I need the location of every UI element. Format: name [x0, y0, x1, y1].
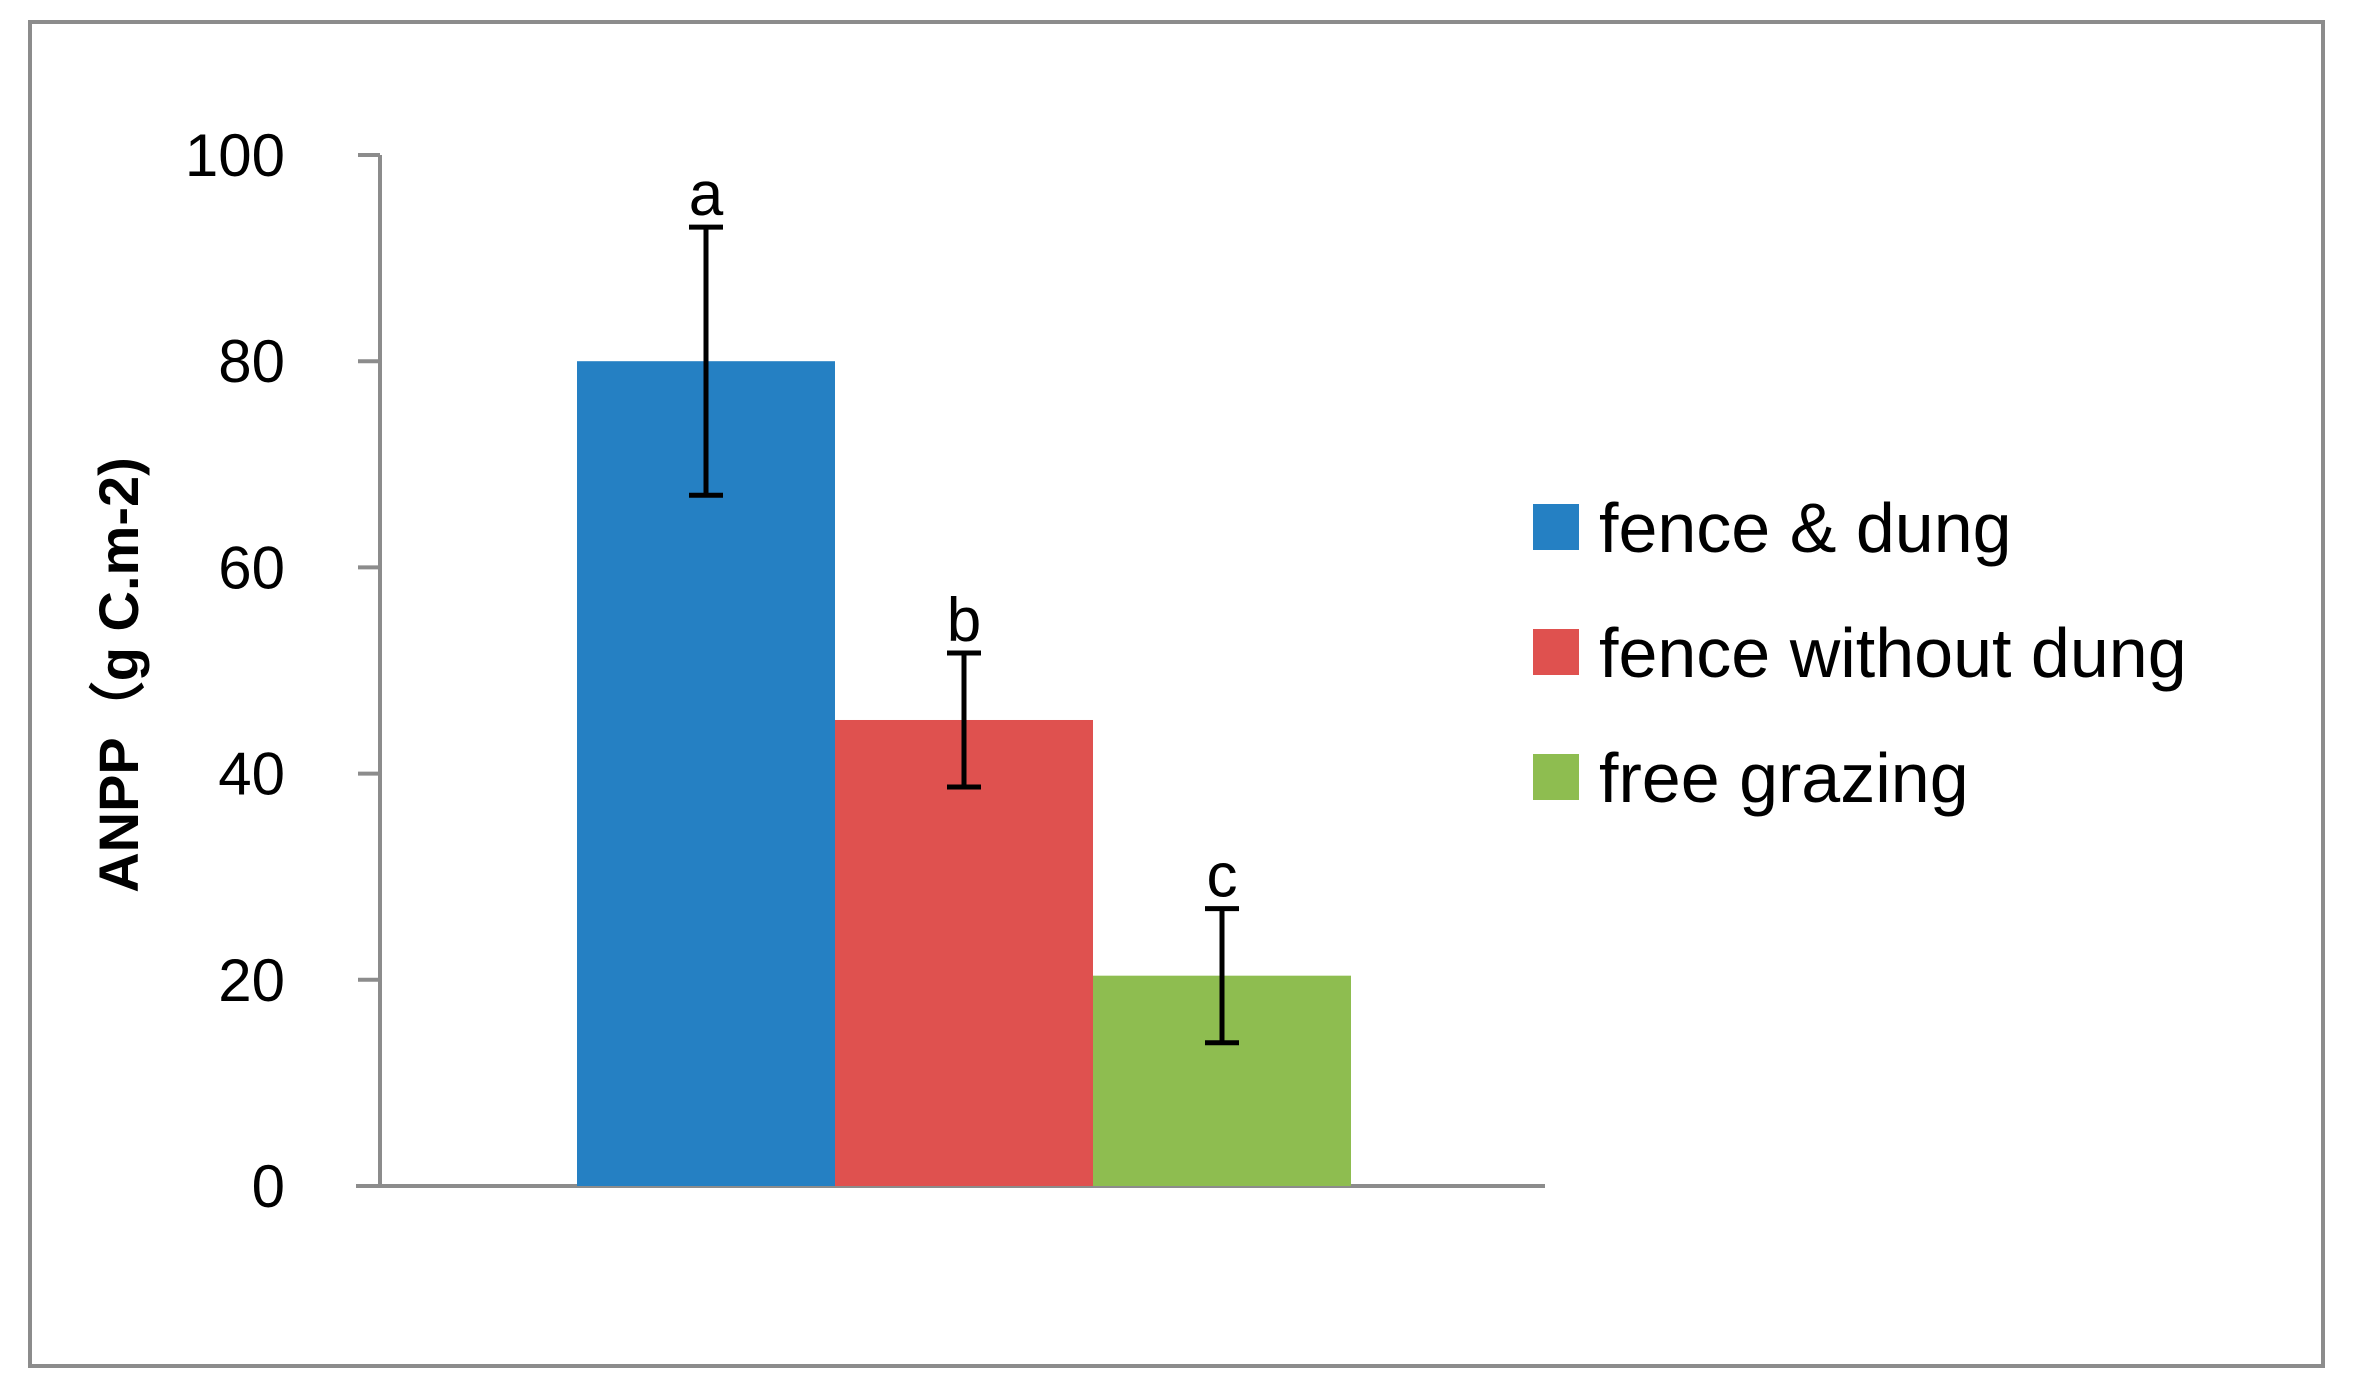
bar-0 [577, 361, 835, 1186]
legend-swatch-1 [1533, 629, 1579, 675]
legend: fence & dung fence without dung free grazi… [1533, 489, 2187, 817]
bar-1 [835, 719, 1093, 1186]
error-bars [689, 224, 1239, 1046]
significance-label-1: b [947, 586, 981, 655]
significance-label-0: a [689, 160, 724, 229]
y-tick-label: 100 [185, 122, 285, 189]
bars [577, 361, 1351, 1186]
y-axis-label: ANPP（g C.m-2) [87, 457, 150, 893]
legend-label-1: fence without dung [1599, 614, 2187, 692]
legend-label-0: fence & dung [1599, 489, 2012, 567]
y-tick-label: 60 [218, 534, 285, 601]
y-tick-label: 80 [218, 328, 285, 395]
axes: 0 20 40 60 80 100 [185, 122, 1545, 1220]
y-tick-label: 40 [218, 741, 285, 808]
significance-label-2: c [1207, 842, 1238, 911]
legend-swatch-0 [1533, 504, 1579, 550]
legend-label-2: free grazing [1599, 739, 1969, 817]
significance-labels: a b c [689, 160, 1238, 910]
y-tick-label: 0 [252, 1153, 285, 1220]
y-tick-label: 20 [218, 947, 285, 1014]
legend-swatch-2 [1533, 754, 1579, 800]
